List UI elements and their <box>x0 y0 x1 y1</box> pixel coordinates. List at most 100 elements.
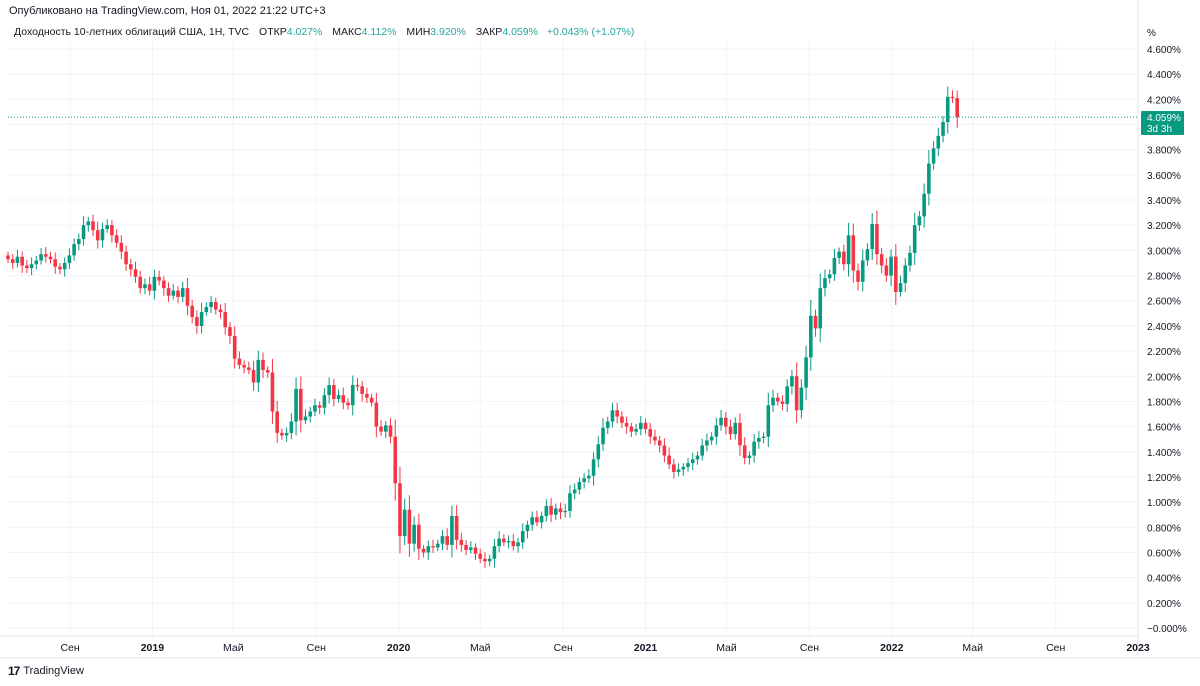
candle-body <box>747 455 752 459</box>
candle-body <box>86 221 91 226</box>
candle-body <box>445 536 449 545</box>
candle-body <box>804 357 808 388</box>
candle-body <box>558 508 563 513</box>
candle-body <box>383 425 388 432</box>
y-tick-label: −0.000% <box>1147 624 1187 635</box>
candle-body <box>639 422 643 430</box>
candle-body <box>58 266 62 270</box>
x-tick-label: Сен <box>307 642 326 654</box>
candle-body <box>369 397 374 403</box>
candle-body <box>393 436 398 484</box>
footer: 17 TradingView <box>8 664 84 678</box>
candle-body <box>875 223 879 255</box>
candle-body <box>459 539 464 545</box>
y-tick-label: 0.400% <box>1147 574 1181 585</box>
candle-body <box>209 301 213 308</box>
candle-body <box>398 483 402 537</box>
candle-body <box>15 256 20 263</box>
candle-body <box>147 284 152 291</box>
candle-body <box>865 249 870 261</box>
candle-body <box>724 417 728 427</box>
symbol-name[interactable]: Доходность 10-летних облигаций США, 1Н, … <box>14 26 250 38</box>
y-tick-label: 1.600% <box>1147 423 1181 434</box>
candle-body <box>417 524 421 549</box>
tradingview-logo-icon[interactable]: 17 <box>8 664 20 678</box>
candle-body <box>298 388 303 421</box>
candle-body <box>610 410 615 422</box>
candle-body <box>648 429 653 437</box>
candle-body <box>922 193 926 217</box>
last-price-tag-value: 4.059% <box>1147 113 1181 124</box>
candle-body <box>823 278 827 289</box>
candle-body <box>643 422 648 430</box>
last-price-tag-countdown: 3d 3h <box>1147 124 1172 135</box>
candle-body <box>605 421 610 428</box>
price-axis[interactable]: % 4.600%4.400%4.200%4.000%3.800%3.600%3.… <box>1137 0 1187 658</box>
candle-body <box>563 510 568 513</box>
candle-body <box>110 225 114 236</box>
candle-body <box>898 283 903 292</box>
candle-body <box>242 364 246 368</box>
candle-body <box>180 288 185 297</box>
candle-body <box>738 422 742 446</box>
candle-body <box>587 475 591 479</box>
candle-body <box>568 493 572 511</box>
candle-body <box>775 397 780 402</box>
x-tick-label: Май <box>716 642 737 654</box>
tradingview-brand[interactable]: TradingView <box>23 665 84 677</box>
candle-body <box>837 251 841 258</box>
y-tick-label: 4.400% <box>1147 70 1181 81</box>
candle-body <box>95 230 100 241</box>
x-tick-label: Сен <box>60 642 79 654</box>
candle-body <box>662 445 667 456</box>
candle-body <box>629 426 634 432</box>
x-tick-label: Май <box>223 642 244 654</box>
candle-body <box>10 259 15 263</box>
y-tick-label: 3.600% <box>1147 171 1181 182</box>
time-axis[interactable]: Сен 2019 Май Сен 2020 Май Сен 2021 Май Сен 2022 Май… <box>0 635 1200 659</box>
candle-body <box>195 317 199 326</box>
candle-body <box>67 255 72 263</box>
candle-body <box>317 405 322 408</box>
candle-body <box>251 369 256 383</box>
candle-body <box>620 416 624 423</box>
x-tick-label: 2020 <box>387 642 411 654</box>
candle-body <box>29 264 34 269</box>
candle-body <box>827 274 832 279</box>
x-tick-label: 2021 <box>634 642 658 654</box>
candle-body <box>714 425 719 437</box>
candle-body <box>261 359 265 370</box>
candle-body <box>336 395 341 399</box>
candle-body <box>289 421 294 433</box>
candle-body <box>544 505 549 516</box>
candle-body <box>223 312 228 328</box>
candle-body <box>407 509 412 544</box>
candle-body <box>799 387 804 411</box>
candle-body <box>794 376 799 411</box>
candle-body <box>412 524 416 544</box>
y-tick-label: 1.800% <box>1147 397 1181 408</box>
close-value: 4.059% <box>502 26 538 38</box>
y-tick-label: 2.600% <box>1147 297 1181 308</box>
candle-body <box>615 410 619 417</box>
candle-body <box>742 445 747 459</box>
candle-body <box>846 235 851 265</box>
candle-body <box>114 235 119 243</box>
candle-body <box>591 459 596 476</box>
candle-body <box>388 425 393 437</box>
x-tick-label: 2022 <box>880 642 904 654</box>
candle-body <box>284 432 289 436</box>
candle-body <box>686 463 690 467</box>
candle-body <box>809 315 813 358</box>
candle-body <box>322 395 327 408</box>
candles <box>6 86 959 568</box>
candle-body <box>360 386 364 394</box>
candle-body <box>431 546 435 548</box>
high-label: МАКС <box>332 26 362 38</box>
candle-body <box>62 262 67 270</box>
candle-body <box>761 436 766 438</box>
candle-body <box>379 426 383 432</box>
y-tick-label: 4.600% <box>1147 45 1181 56</box>
candle-body <box>912 225 917 253</box>
